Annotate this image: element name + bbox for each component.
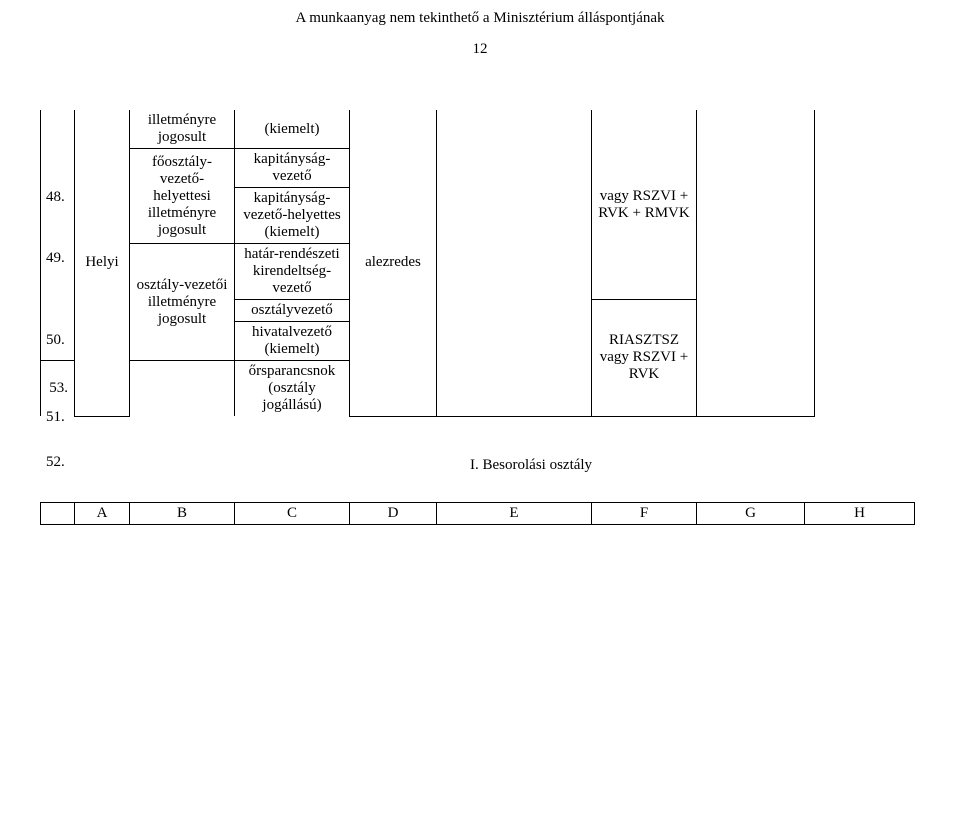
table-row: A B C D E F G H bbox=[41, 502, 915, 524]
header-disclaimer: A munkaanyag nem tekinthető a Minisztéri… bbox=[0, 10, 960, 27]
cell-49B: főosztály-vezető-helyettesi illetményre … bbox=[130, 149, 235, 244]
cell-topB: illetményre jogosult bbox=[130, 110, 235, 149]
cell-topC: (kiemelt) bbox=[235, 110, 350, 149]
cell-53B bbox=[130, 361, 235, 417]
footer-cell-H: H bbox=[805, 502, 915, 524]
rownum-blank bbox=[41, 110, 75, 361]
cell-topF: vagy RSZVI + RVK + RMVK bbox=[592, 110, 697, 300]
footer-cell-C: C bbox=[235, 502, 350, 524]
footer-cell-D: D bbox=[350, 502, 437, 524]
footer-cell-blank bbox=[41, 502, 75, 524]
rownum-52: 52. bbox=[46, 454, 65, 471]
rownum-50: 50. bbox=[46, 332, 65, 349]
cell-51F: RIASZTSZ vagy RSZVI + RVK bbox=[592, 300, 697, 417]
section-heading: I. Besorolási osztály bbox=[470, 457, 960, 474]
main-table: Helyi illetményre jogosult (kiemelt) ale… bbox=[40, 110, 815, 417]
footer-cell-F: F bbox=[592, 502, 697, 524]
footer-cell-E: E bbox=[437, 502, 592, 524]
rownum-53: 53. bbox=[41, 361, 75, 417]
cell-50C: határ-rendészeti kirendeltség-vezető bbox=[235, 244, 350, 300]
cell-53C: őrsparancsnok (osztály jogállású) bbox=[235, 361, 350, 417]
cell-48C: kapitányság-vezető bbox=[235, 149, 350, 188]
rownum-51: 51. bbox=[46, 409, 65, 426]
footer-table: A B C D E F G H bbox=[40, 502, 915, 525]
cell-51C: osztályvezető bbox=[235, 300, 350, 322]
footer-cell-B: B bbox=[130, 502, 235, 524]
cell-helyi: Helyi bbox=[75, 110, 130, 416]
cell-G-empty bbox=[697, 110, 815, 416]
cell-alezredes: alezredes bbox=[350, 110, 437, 416]
footer-cell-G: G bbox=[697, 502, 805, 524]
table-row: Helyi illetményre jogosult (kiemelt) ale… bbox=[41, 110, 815, 149]
cell-49C: kapitányság-vezető-helyettes (kiemelt) bbox=[235, 188, 350, 244]
footer-cell-A: A bbox=[75, 502, 130, 524]
cell-E-empty bbox=[437, 110, 592, 416]
rownum-48: 48. bbox=[46, 189, 65, 206]
rownum-49: 49. bbox=[46, 250, 65, 267]
page-number: 12 bbox=[0, 41, 960, 58]
cell-52C: hivatalvezető (kiemelt) bbox=[235, 322, 350, 361]
cell-51B: osztály-vezetői illetményre jogosult bbox=[130, 244, 235, 361]
